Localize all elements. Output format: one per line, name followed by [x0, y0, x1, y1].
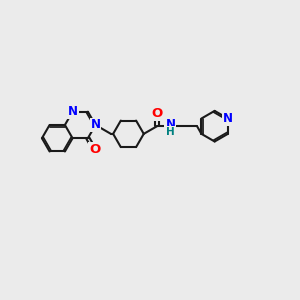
Text: O: O	[89, 143, 100, 156]
Text: N: N	[91, 118, 100, 131]
Text: N: N	[165, 118, 176, 130]
Text: N: N	[223, 112, 233, 125]
Text: O: O	[152, 107, 163, 120]
Text: H: H	[166, 127, 175, 137]
Text: N: N	[68, 105, 78, 118]
